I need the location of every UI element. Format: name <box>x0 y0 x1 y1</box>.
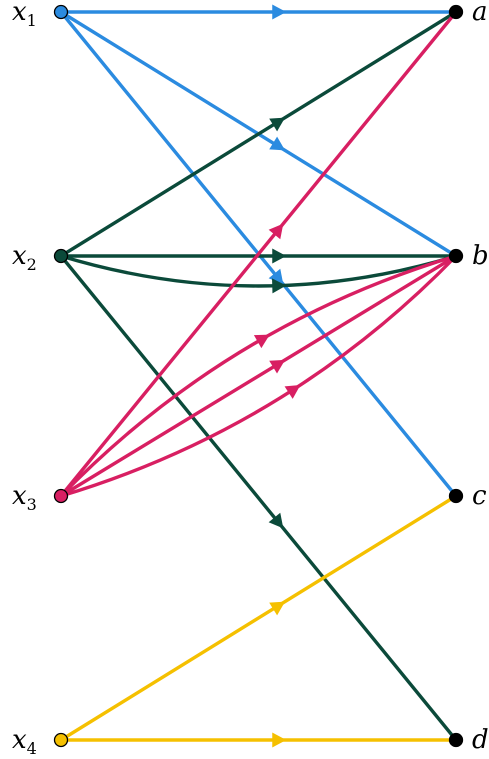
node-subscript: 4 <box>27 739 37 758</box>
arrowhead-icon <box>269 601 286 616</box>
edge-x3-b <box>59 254 458 498</box>
node-b <box>448 248 464 264</box>
edge-x4-d <box>59 732 458 748</box>
arrowhead-icon <box>272 4 287 20</box>
arrowhead-icon <box>269 136 286 151</box>
arrowhead-icon <box>269 117 286 132</box>
node-a <box>448 4 464 20</box>
node-subscript: 2 <box>27 255 37 274</box>
nodes-layer <box>53 4 464 748</box>
edge-line <box>59 10 458 258</box>
node-x4 <box>53 732 69 748</box>
node-d <box>448 732 464 748</box>
edge-x3-b-curve-down <box>59 254 458 498</box>
node-subscript: 3 <box>27 495 37 514</box>
edges-layer <box>59 4 458 748</box>
edge-x4-c <box>59 494 458 742</box>
edge-line <box>59 254 458 498</box>
arrowhead-icon <box>268 223 284 240</box>
edge-line <box>59 494 458 742</box>
node-label-a: a <box>472 0 488 27</box>
edge-line <box>59 254 458 288</box>
edge-x2-d <box>59 254 458 742</box>
edge-x3-b-curve-up <box>59 254 458 498</box>
node-label-x3: x3 <box>12 481 37 514</box>
node-label-x1: x1 <box>12 0 37 30</box>
edge-x2-a <box>59 10 458 258</box>
edge-line <box>59 254 458 498</box>
node-x2 <box>53 248 69 264</box>
labels-layer: x1 x2 x3 x4 a b c d <box>12 0 489 758</box>
node-label-c: c <box>472 481 487 511</box>
arrowhead-icon <box>269 359 286 374</box>
edge-x2-b-curve-up <box>59 254 458 294</box>
node-label-d: d <box>472 725 489 755</box>
node-label-b: b <box>472 241 489 271</box>
edge-line <box>59 254 458 498</box>
arrowhead-icon <box>272 248 287 264</box>
edge-x1-a <box>59 4 458 20</box>
arrowhead-icon <box>272 278 287 294</box>
node-x3 <box>53 488 69 504</box>
arrowhead-icon <box>268 512 284 529</box>
node-x1 <box>53 4 69 20</box>
edge-line <box>59 254 458 742</box>
arrowhead-icon <box>253 334 270 349</box>
node-label-x2: x2 <box>12 241 37 274</box>
arrowhead-icon <box>284 385 301 399</box>
node-subscript: 1 <box>27 11 37 30</box>
edge-x3-a <box>59 10 458 498</box>
node-label-x4: x4 <box>12 725 37 758</box>
edge-line <box>59 10 458 498</box>
node-c <box>448 488 464 504</box>
arrowhead-icon <box>268 268 284 285</box>
arrowhead-icon <box>272 732 287 748</box>
